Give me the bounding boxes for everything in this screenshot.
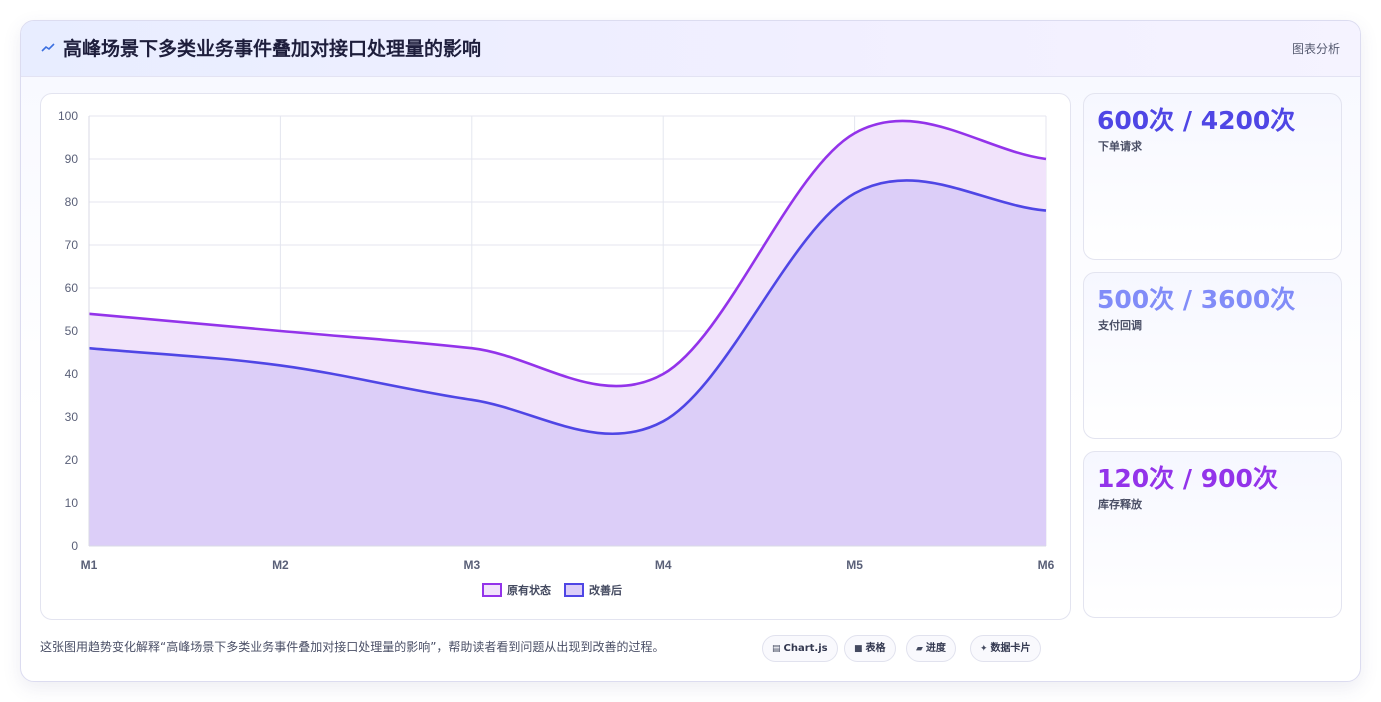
chip-label: Chart.js [783, 643, 828, 654]
stat-value: 500次 / 3600次 [1097, 285, 1296, 314]
stat-value: 120次 / 900次 [1097, 464, 1278, 493]
x-tick-label: M1 [81, 558, 98, 572]
y-tick-label: 100 [58, 109, 78, 123]
chip-data-card[interactable]: ✦ 数据卡片 [970, 635, 1041, 662]
y-tick-label: 80 [65, 195, 79, 209]
series-area-1 [89, 180, 1046, 546]
x-tick-label: M4 [655, 558, 672, 572]
x-tick-label: M3 [463, 558, 480, 572]
y-tick-label: 30 [65, 410, 79, 424]
y-tick-label: 60 [65, 281, 79, 295]
chart-footnote: 这张图用趋势变化解释“高峰场景下多类业务事件叠加对接口处理量的影响”，帮助读者看… [40, 640, 665, 654]
y-tick-label: 40 [65, 367, 79, 381]
y-tick-label: 70 [65, 238, 79, 252]
chart-card: 高峰场景下多类业务事件叠加对接口处理量的影响 图表分析 0 10 20 30 40 50 6… [20, 20, 1361, 682]
table-icon: ■ [854, 644, 863, 654]
x-tick-label: M2 [272, 558, 289, 572]
chart-icon: ▤ [772, 644, 781, 654]
legend-label: 改善后 [589, 583, 622, 597]
chip-chartjs[interactable]: ▤ Chart.js [762, 635, 838, 662]
chart-area: 0 10 20 30 40 50 60 70 80 90 100 M1 M2 M3 M4 M5 M6 原有状态 改善… [40, 93, 1071, 620]
x-tick-label: M6 [1038, 558, 1055, 572]
chip-progress[interactable]: ▰ 进度 [906, 635, 956, 662]
stat-label: 库存释放 [1098, 498, 1142, 511]
y-tick-label: 90 [65, 152, 79, 166]
chip-label: 表格 [865, 643, 886, 654]
series-line-0 [88, 119, 1047, 388]
y-tick-label: 20 [65, 453, 79, 467]
stat-value: 600次 / 4200次 [1097, 106, 1296, 135]
chip-label: 进度 [925, 643, 946, 654]
legend-swatch [564, 583, 584, 597]
legend-swatch [482, 583, 502, 597]
chip-table[interactable]: ■ 表格 [844, 635, 896, 662]
y-tick-label: 10 [65, 496, 79, 510]
trend-icon [41, 43, 55, 52]
series-line-1 [88, 179, 1047, 436]
x-tick-label: M5 [846, 558, 863, 572]
stat-card-inventory: 120次 / 900次 库存释放 [1083, 451, 1342, 618]
chip-label: 数据卡片 [990, 643, 1031, 654]
page-title: 高峰场景下多类业务事件叠加对接口处理量的影响 [63, 38, 482, 60]
card-header: 高峰场景下多类业务事件叠加对接口处理量的影响 图表分析 [21, 21, 1360, 77]
chart-analysis-tag: 图表分析 [1291, 42, 1340, 56]
stat-card-payment: 500次 / 3600次 支付回调 [1083, 272, 1342, 439]
card-icon: ✦ [980, 644, 988, 654]
y-tick-label: 0 [71, 539, 78, 553]
progress-icon: ▰ [916, 644, 923, 654]
stat-label: 支付回调 [1098, 319, 1142, 332]
y-tick-label: 50 [65, 324, 79, 338]
stat-label: 下单请求 [1098, 140, 1142, 153]
stat-card-order: 600次 / 4200次 下单请求 [1083, 93, 1342, 260]
legend-label: 原有状态 [507, 583, 551, 597]
area-chart: 0 10 20 30 40 50 60 70 80 90 100 M1 M2 M3 M4 M5 M6 原有状态 改善… [58, 109, 1055, 597]
